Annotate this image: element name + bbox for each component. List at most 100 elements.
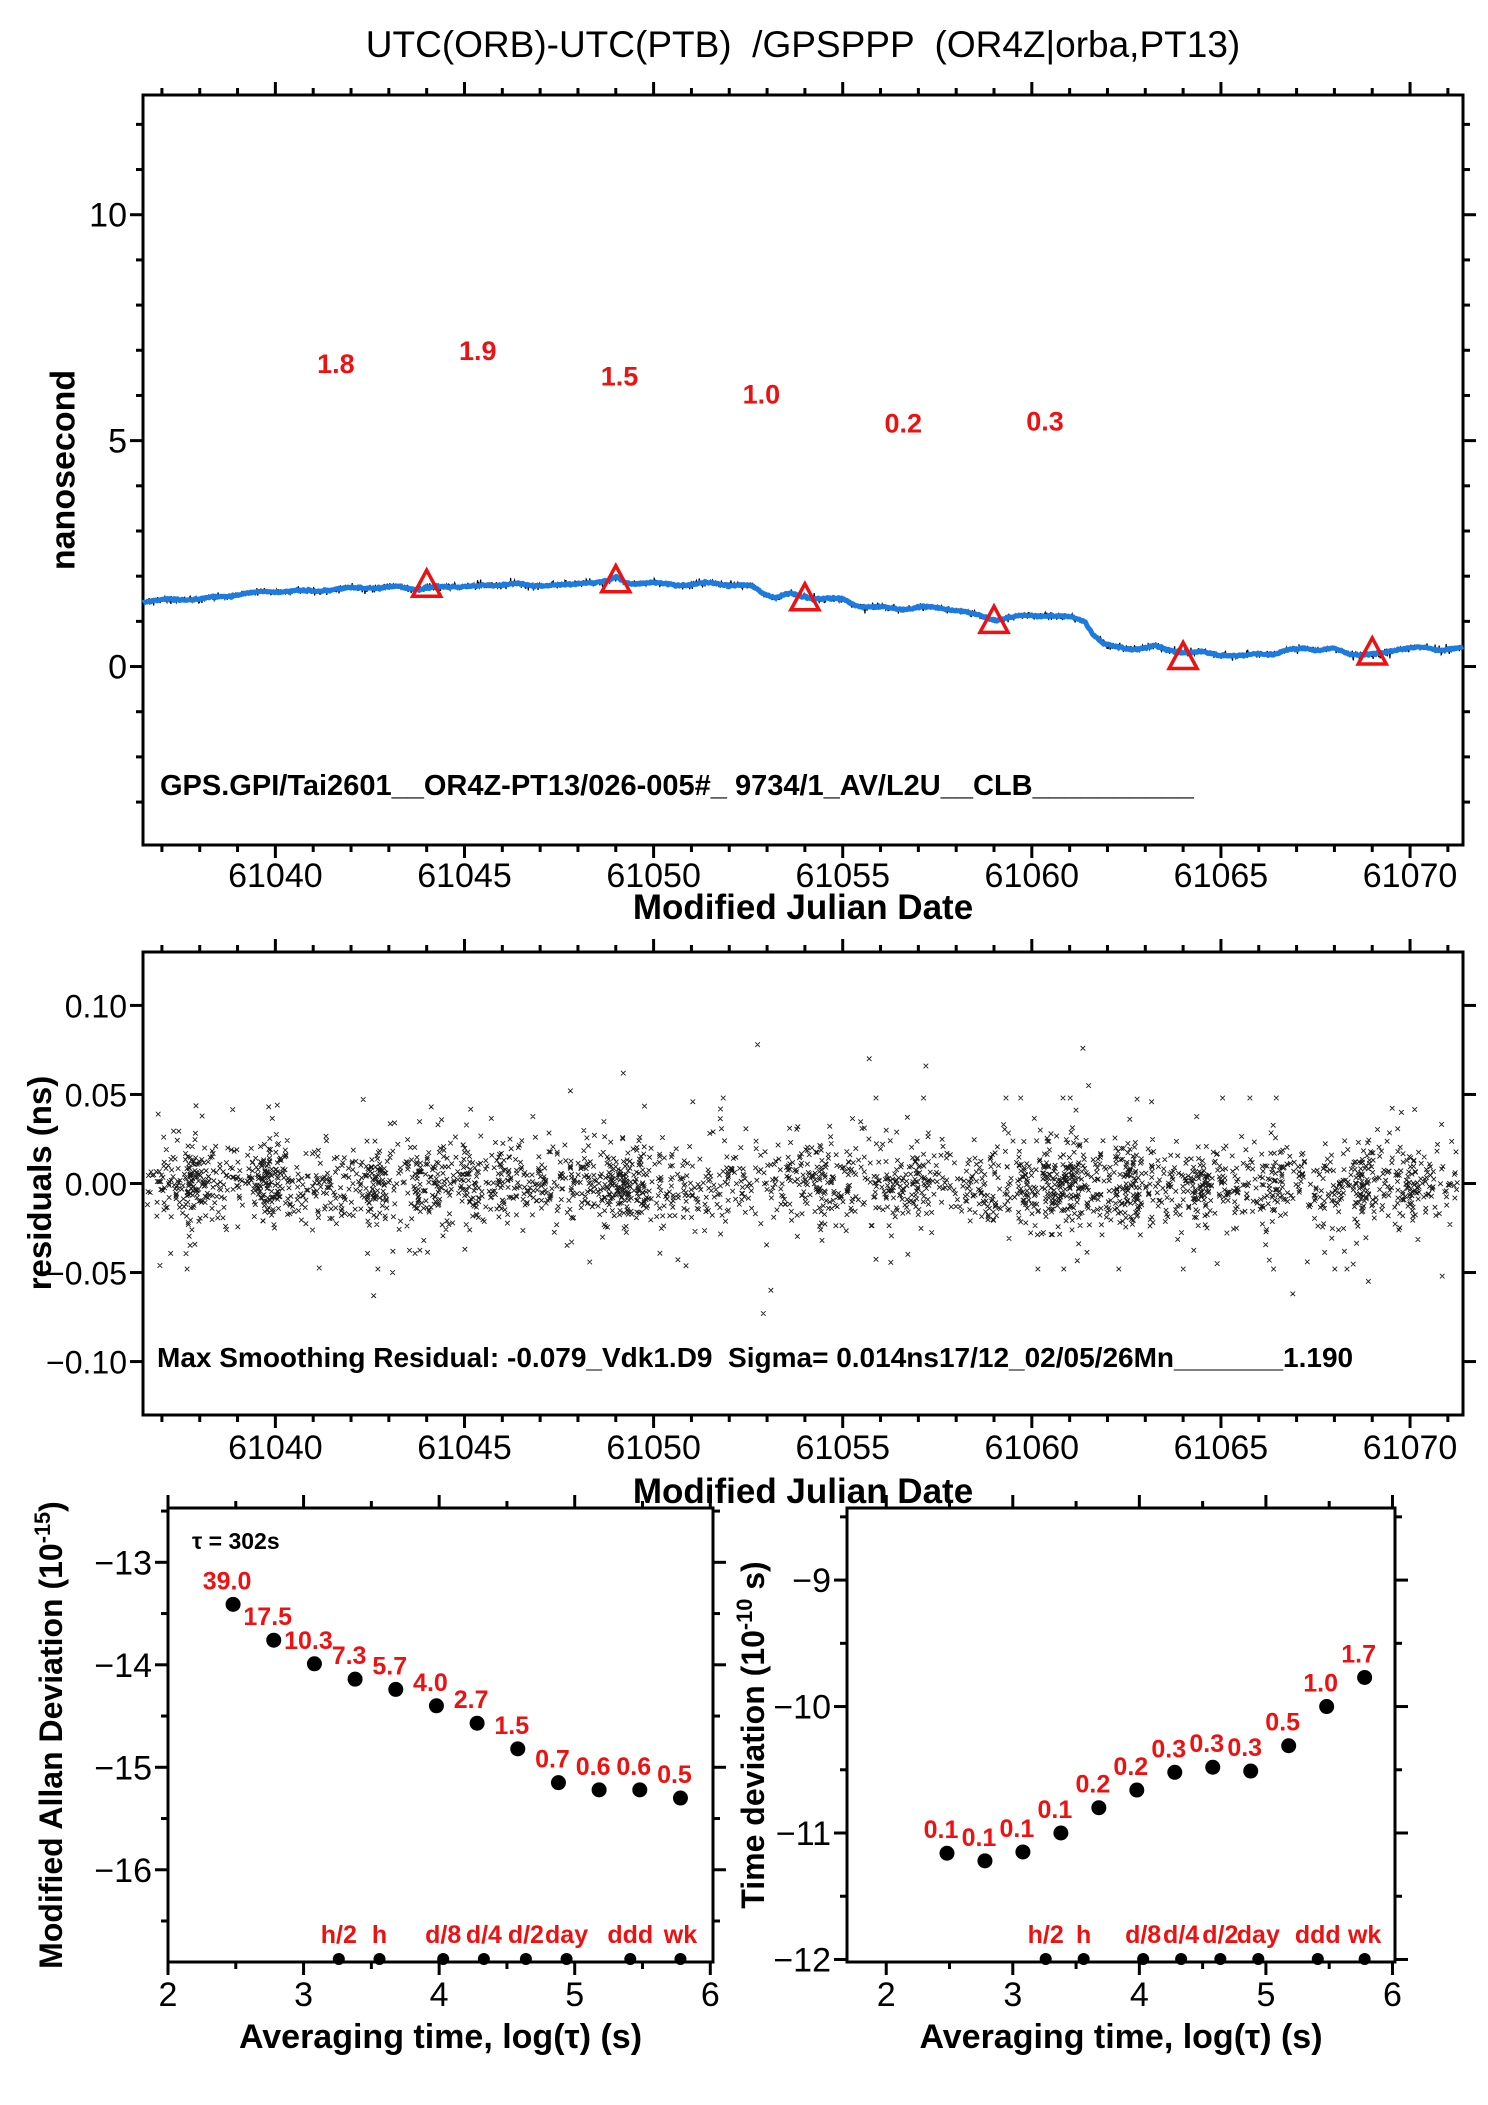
mdev-point-value-label: 0.6 — [616, 1753, 651, 1781]
tdev-time-mark-label: h/2 — [1028, 1921, 1064, 1949]
mdev-panel-ytick-label: −14 — [94, 1647, 152, 1685]
tdev-time-mark-dot — [1252, 1953, 1265, 1965]
mdev-point-value-label: 1.5 — [494, 1712, 529, 1740]
tau-annotation: τ = 302s — [192, 1528, 280, 1554]
mdev-data-point — [469, 1715, 485, 1731]
top-panel-xtick-label: 61050 — [606, 857, 701, 895]
mdev-panel-xtick-label: 6 — [701, 1976, 720, 2014]
tdev-data-point — [1129, 1782, 1145, 1798]
tdev-time-mark-dot — [1175, 1953, 1188, 1965]
residuals-panel-xtick-label: 61040 — [228, 1429, 323, 1467]
mdev-data-point — [550, 1775, 566, 1791]
tdev-panel-ytick-label: −10 — [773, 1689, 831, 1727]
mdev-time-mark-dot — [477, 1953, 490, 1965]
tdev-time-mark-label: wk — [1347, 1921, 1381, 1949]
tdev-point-value-label: 0.2 — [1075, 1771, 1110, 1799]
residuals-panel-ytick-label: 0.00 — [65, 1167, 127, 1203]
tdev-yaxis-title-base: Time deviation (10 — [734, 1630, 771, 1909]
tdev-data-point — [1015, 1844, 1031, 1860]
mdev-point-value-label: 17.5 — [243, 1603, 292, 1631]
top-panel: 61040 61045 61050 61055 61060 61065 61070 0 5 10 1… — [89, 82, 1476, 895]
mdev-data-point — [672, 1790, 688, 1806]
tdev-data-point — [1167, 1764, 1183, 1780]
tdev-point-value-label: 1.0 — [1303, 1670, 1338, 1698]
tdev-point-value-label: 1.7 — [1341, 1640, 1376, 1668]
mdev-data-point — [347, 1671, 363, 1687]
calibration-triangle-marker — [977, 602, 1011, 635]
mdev-point-value-label: 10.3 — [284, 1627, 333, 1655]
mdev-panel-ytick-label: −13 — [94, 1544, 152, 1582]
top-panel-ytick-label: 0 — [108, 649, 127, 687]
mid-yaxis-title: residuals (ns) — [21, 1075, 58, 1291]
mdev-time-mark-dot — [332, 1953, 345, 1965]
tdev-data-point — [1357, 1669, 1373, 1685]
tdev-data-point — [1053, 1825, 1069, 1841]
mdev-time-mark-dot — [437, 1953, 450, 1965]
tdev-panel-ytick-label: −9 — [792, 1562, 831, 1600]
figure-title: UTC(ORB)-UTC(PTB) /GPSPPP (OR4Z|orba,PT1… — [365, 24, 1241, 65]
mdev-time-mark-dot — [674, 1953, 687, 1965]
top-panel-ytick-label: 5 — [108, 423, 127, 461]
tdev-yaxis-title-suffix: s) — [734, 1561, 771, 1599]
triangle-value-label: 0.2 — [884, 409, 922, 439]
mdev-time-mark-label: d/4 — [466, 1921, 502, 1949]
residuals-panel-xtick-label: 61070 — [1363, 1429, 1458, 1467]
calibration-triangle-marker — [787, 580, 822, 612]
residuals-panel-xtick-label: 61060 — [985, 1429, 1080, 1467]
tdev-panel-frame — [845, 1506, 1397, 1964]
mdev-time-mark-label: ddd — [607, 1921, 653, 1949]
tdev-time-mark-dot — [1039, 1953, 1052, 1965]
triangle-value-label: 1.5 — [601, 362, 639, 392]
mdev-data-point — [632, 1782, 648, 1798]
tdev-panel: 2 3 4 5 6−9−10−11−120.1 0.1 0.10.10.20.20.3 0.3… — [773, 1495, 1408, 2014]
tdev-panel-xtick-label: 6 — [1383, 1976, 1402, 2014]
tdev-point-value-label: 0.1 — [924, 1816, 959, 1844]
mdev-yaxis-title-suffix: ) — [32, 1501, 69, 1512]
top-panel-xtick-label: 61055 — [795, 857, 890, 895]
tdev-point-value-label: 0.1 — [1000, 1815, 1035, 1843]
mdev-yaxis-title: Modified Allan Deviation (10-15) — [30, 1501, 70, 1969]
calibration-triangle-marker — [1166, 638, 1201, 671]
tdev-time-mark-label: ddd — [1295, 1921, 1341, 1949]
mdev-panel-xtick-label: 3 — [294, 1976, 313, 2014]
tdev-time-mark-dot — [1358, 1953, 1371, 1965]
tdev-time-mark-label: d/2 — [1202, 1921, 1238, 1949]
tdev-time-mark-label: d/4 — [1163, 1921, 1199, 1949]
mdev-data-point — [510, 1741, 526, 1757]
top-panel-xtick-label: 61040 — [228, 857, 323, 895]
mdev-point-value-label: 0.5 — [657, 1761, 692, 1789]
mdev-point-value-label: 5.7 — [372, 1652, 407, 1680]
tdev-panel-xtick-label: 3 — [1003, 1976, 1022, 2014]
tdev-point-value-label: 0.5 — [1265, 1709, 1300, 1737]
mdev-panel: 2 3 4 5 6 −13 −14 −15 −16 39.0 17.510.37.3 5.74.02.… — [94, 1495, 726, 2014]
top-panel-ytick-label: 10 — [89, 197, 127, 235]
tdev-time-mark-label: day — [1237, 1921, 1280, 1949]
mdev-point-value-label: 0.6 — [576, 1753, 611, 1781]
mdev-point-value-label: 4.0 — [413, 1669, 448, 1697]
mdev-time-mark-label: d/2 — [508, 1921, 544, 1949]
residuals-panel-xtick-label: 61065 — [1174, 1429, 1269, 1467]
tdev-point-value-label: 0.1 — [962, 1824, 997, 1852]
triangle-value-label: 1.0 — [743, 380, 781, 410]
top-panel-xtick-label: 61045 — [417, 857, 512, 895]
tdev-panel-xtick-label: 2 — [877, 1976, 896, 2014]
tdev-panel-xtick-label: 4 — [1130, 1976, 1149, 2014]
tdev-data-point — [939, 1845, 955, 1861]
tdev-time-mark-dot — [1077, 1953, 1090, 1965]
calibration-triangle-marker — [409, 566, 444, 598]
tdev-panel-ytick-label: −12 — [773, 1941, 831, 1979]
triangle-value-label: 0.3 — [1026, 407, 1064, 437]
top-panel-frame — [141, 93, 1465, 847]
mdev-time-mark-label: h — [372, 1921, 387, 1949]
mdev-point-value-label: 0.7 — [535, 1746, 570, 1774]
tdev-time-mark-dot — [1311, 1953, 1324, 1965]
mdev-panel-ytick-label: −15 — [94, 1749, 152, 1787]
tdev-yaxis-title: Time deviation (10-10 s) — [732, 1561, 772, 1908]
mdev-yaxis-title-base: Modified Allan Deviation (10 — [32, 1543, 69, 1969]
top-panel-xtick-label: 61060 — [985, 857, 1080, 895]
mdev-panel-xtick-label: 4 — [430, 1976, 449, 2014]
mid-xaxis-title: Modified Julian Date — [632, 1472, 974, 1511]
triangle-value-label: 1.9 — [459, 336, 497, 366]
